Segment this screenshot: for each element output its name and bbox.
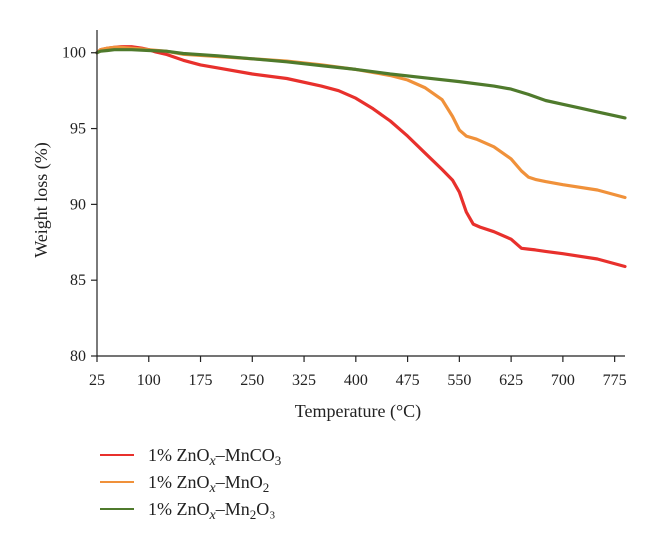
x-tick-label: 550 xyxy=(447,372,471,389)
legend-label-part: 3 xyxy=(275,453,282,468)
axes xyxy=(96,30,625,357)
legend-label-part: 1% ZnO xyxy=(148,499,210,519)
x-ticks: 25 100 175 250 325 400 475 550 625 700 775 xyxy=(89,356,627,389)
x-tick-label: 400 xyxy=(344,372,368,389)
x-tick-label: 625 xyxy=(499,372,523,389)
legend-label-part: x xyxy=(209,454,217,469)
x-tick-label: 325 xyxy=(292,372,316,389)
legend-label-part: 1% ZnO xyxy=(148,472,210,492)
legend-label-part: 2 xyxy=(250,507,257,522)
x-tick-label: 175 xyxy=(189,372,213,389)
legend-label-part: –MnO xyxy=(215,472,263,492)
x-tick-label: 775 xyxy=(603,372,627,389)
legend-label-part: –Mn xyxy=(215,499,250,519)
y-tick-label: 85 xyxy=(70,272,86,289)
legend-label-3: 1% ZnOx–Mn2O₃ xyxy=(148,499,276,523)
series-line-3 xyxy=(95,48,627,120)
legend-label-part: x xyxy=(209,481,217,496)
y-tick-label: 80 xyxy=(70,348,86,365)
legend-label-1: 1% ZnOx–MnCO3 xyxy=(148,445,281,469)
legend-label-2: 1% ZnOx–MnO2 xyxy=(148,472,269,496)
x-tick-label: 700 xyxy=(551,372,575,389)
y-tick-label: 90 xyxy=(70,196,86,213)
series-line-1 xyxy=(95,45,627,269)
legend-label-part: –MnCO xyxy=(215,445,275,465)
legend-label-part: 1% ZnO xyxy=(148,445,210,465)
x-axis-title: Temperature (°C) xyxy=(295,401,421,422)
legend-label-part: 2 xyxy=(263,480,270,495)
x-tick-label: 100 xyxy=(137,372,161,389)
y-ticks: 80 85 90 95 100 xyxy=(62,45,97,365)
legend-label-part: O₃ xyxy=(256,499,275,519)
x-tick-label: 25 xyxy=(89,372,105,389)
x-tick-label: 250 xyxy=(240,372,264,389)
y-tick-label: 100 xyxy=(62,45,86,62)
legend-label-part: x xyxy=(209,508,217,523)
plot-lines xyxy=(95,45,627,269)
x-tick-label: 475 xyxy=(396,372,420,389)
y-axis-title: Weight loss (%) xyxy=(31,142,52,258)
y-tick-label: 95 xyxy=(70,121,86,138)
